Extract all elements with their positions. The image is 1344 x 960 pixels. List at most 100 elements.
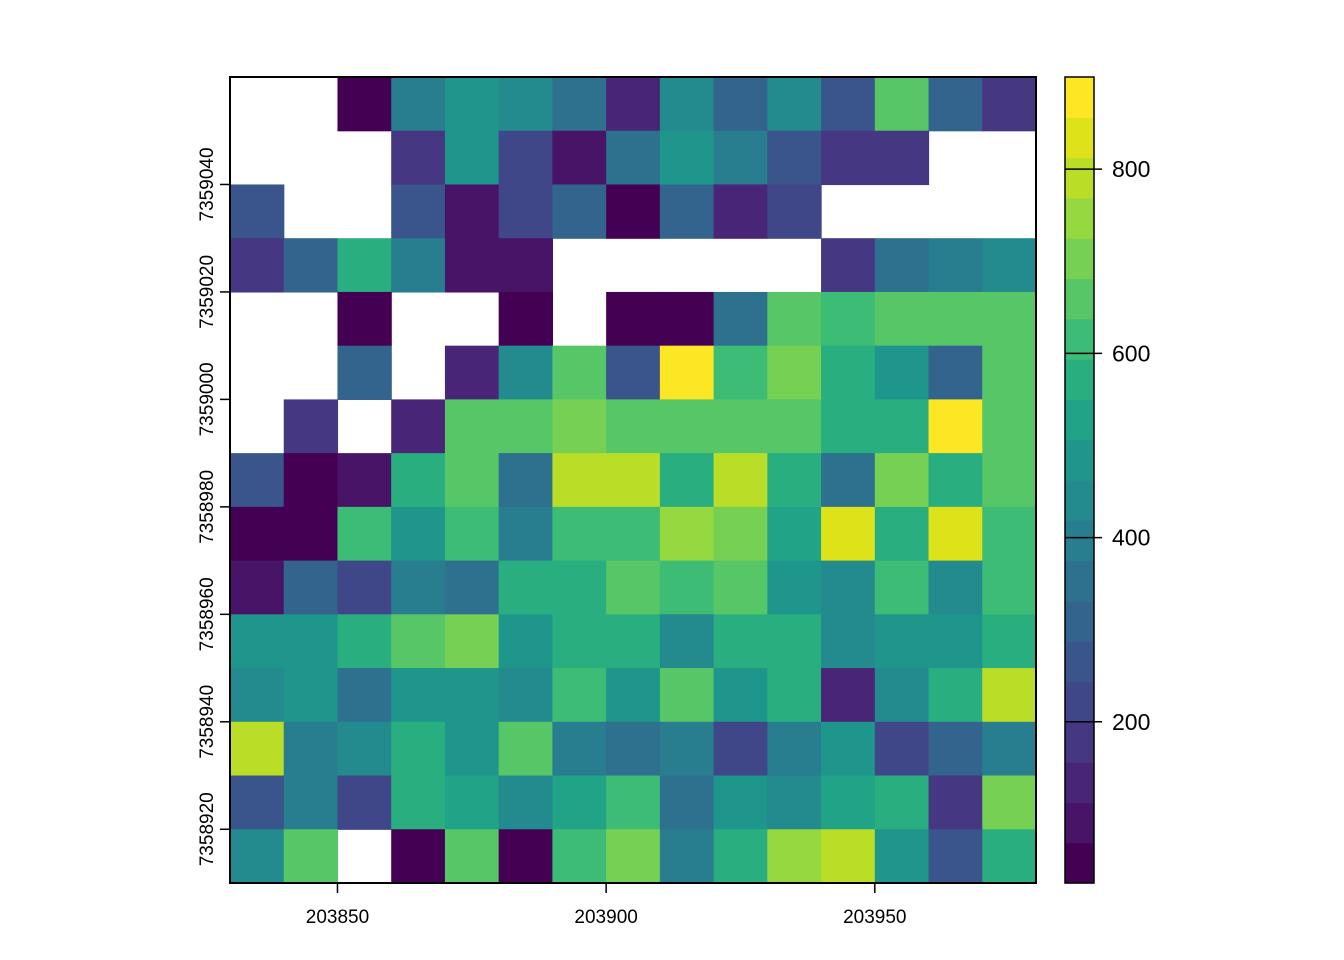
heatmap-cell (713, 184, 768, 239)
heatmap-cell (444, 775, 500, 830)
heatmap-cell (606, 829, 661, 884)
heatmap-cell (874, 345, 930, 400)
heatmap-cell (391, 668, 446, 723)
heatmap-cell (982, 775, 1037, 830)
heatmap-cell (444, 399, 500, 454)
heatmap-cell (606, 291, 661, 347)
heatmap-cell (498, 506, 553, 562)
heatmap-cell (713, 399, 768, 454)
heatmap-cell (821, 721, 876, 777)
heatmap-cell (982, 291, 1037, 347)
heatmap-cell (552, 453, 607, 508)
heatmap-cell (767, 77, 822, 132)
y-tick-label: 7359000 (197, 362, 218, 436)
colorbar-swatch (1065, 157, 1094, 199)
heatmap-cell (230, 184, 285, 239)
heatmap-cell (498, 238, 553, 293)
colorbar-swatch (1065, 802, 1094, 844)
heatmap-cell (552, 399, 607, 454)
heatmap-cell (391, 560, 446, 615)
heatmap-cell (874, 399, 930, 454)
heatmap-cell (928, 399, 983, 454)
heatmap-cell (552, 721, 607, 777)
heatmap-cell (230, 668, 285, 723)
heatmap-cell (713, 721, 768, 777)
heatmap-cell (391, 130, 446, 186)
heatmap-cell (606, 77, 661, 132)
heatmap-cell (391, 399, 446, 454)
heatmap-cell (283, 238, 339, 293)
heatmap-cell (928, 829, 983, 884)
heatmap-cell (498, 345, 553, 400)
heatmap-cell (498, 77, 553, 132)
heatmap-cell (606, 184, 661, 239)
heatmap-cell (230, 238, 285, 293)
heatmap-cell (982, 560, 1037, 615)
colorbar-swatch (1065, 842, 1094, 884)
heatmap-cell (283, 399, 339, 454)
heatmap-cell (444, 721, 500, 777)
heatmap-cell (391, 829, 446, 884)
colorbar-swatch (1065, 480, 1094, 521)
heatmap-cell (552, 345, 607, 400)
heatmap-cell (713, 614, 768, 669)
heatmap-cell (337, 345, 392, 400)
heatmap-cell (230, 560, 285, 615)
heatmap-cell (659, 77, 715, 132)
colorbar-swatch (1065, 399, 1094, 441)
colorbar-swatch (1065, 721, 1094, 763)
heatmap-cell (391, 453, 446, 508)
heatmap-cell (552, 130, 607, 186)
colorbar-swatch (1065, 359, 1094, 400)
heatmap-cell (821, 668, 876, 723)
heatmap-cell (337, 721, 392, 777)
heatmap-cell (713, 453, 768, 508)
heatmap-cell (767, 453, 822, 508)
heatmap-cell (659, 453, 715, 508)
heatmap-cell (874, 668, 930, 723)
heatmap-cell (821, 560, 876, 615)
heatmap-cell (659, 829, 715, 884)
heatmap-cell (391, 506, 446, 562)
heatmap-cell (337, 560, 392, 615)
heatmap-cell (606, 453, 661, 508)
heatmap-cell (821, 291, 876, 347)
heatmap-cell (444, 77, 500, 132)
heatmap-cell (552, 184, 607, 239)
heatmap-cell (767, 614, 822, 669)
heatmap-cell (498, 668, 553, 723)
heatmap-cell (498, 184, 553, 239)
heatmap-cell (713, 506, 768, 562)
heatmap-cell (606, 614, 661, 669)
heatmap-cell (337, 614, 392, 669)
heatmap-cell (767, 130, 822, 186)
heatmap-cell (552, 614, 607, 669)
heatmap-cell (928, 345, 983, 400)
heatmap-cell (928, 238, 983, 293)
heatmap-cell (982, 238, 1037, 293)
colorbar-swatch (1065, 641, 1094, 683)
heatmap-cells (230, 77, 1037, 884)
colorbar-swatch (1065, 117, 1094, 159)
heatmap-cell (391, 721, 446, 777)
heatmap-cell (283, 506, 339, 562)
colorbar-frame (1064, 76, 1095, 884)
heatmap-cell (928, 668, 983, 723)
heatmap-cell (659, 721, 715, 777)
heatmap-cell (659, 614, 715, 669)
y-tick-label: 7358940 (197, 685, 218, 759)
heatmap-cell (283, 721, 339, 777)
y-tick-label: 7358960 (197, 577, 218, 651)
heatmap-cell (821, 453, 876, 508)
heatmap-cell (552, 829, 607, 884)
heatmap-cell (498, 399, 553, 454)
heatmap-cell (444, 506, 500, 562)
heatmap-cell (928, 614, 983, 669)
heatmap-cell (337, 238, 392, 293)
y-axis: 7358920 7358940 7358960 7358980 7359000 73590… (197, 147, 230, 866)
heatmap-cell (713, 345, 768, 400)
colorbar-swatch (1065, 520, 1094, 562)
heatmap-cell (874, 775, 930, 830)
heatmap-cell (444, 238, 500, 293)
